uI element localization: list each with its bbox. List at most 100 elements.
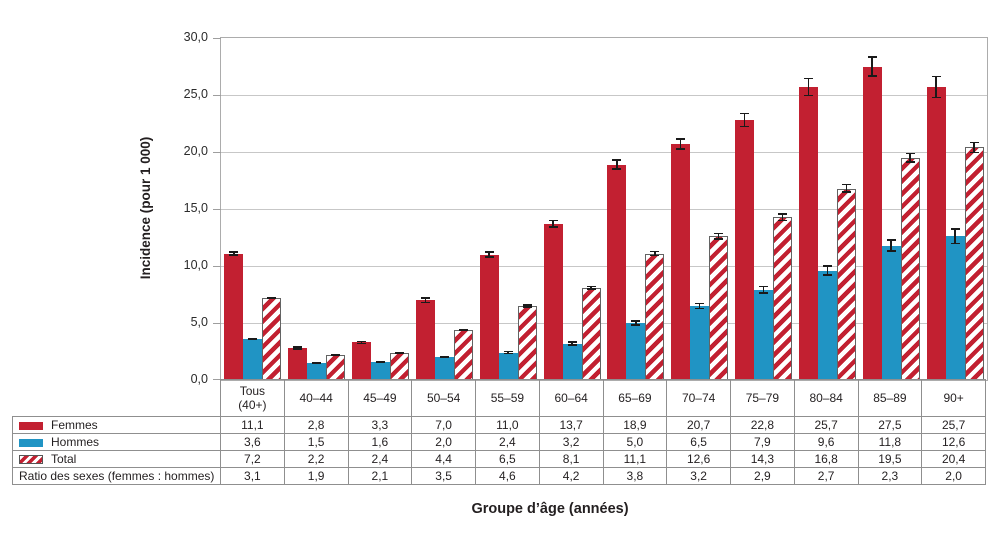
bar-total-3 bbox=[453, 329, 473, 380]
gridline bbox=[221, 152, 987, 153]
table-cell-1-4: 2,4 bbox=[475, 433, 540, 451]
error-bar-hommes-5 bbox=[567, 341, 577, 346]
error-bar-stem bbox=[379, 360, 382, 363]
table-row-hommes: Hommes 3,6 1,5 1,6 2,0 2,4 3,2 5,0 6,5 7,9 9,6 11,8… bbox=[12, 433, 986, 451]
y-tick-label: 25,0 bbox=[183, 87, 208, 101]
error-bar-stem bbox=[871, 56, 873, 77]
table-cell-3-6: 3,8 bbox=[602, 467, 668, 485]
bar-total-9 bbox=[836, 188, 856, 380]
bar-total-8 bbox=[773, 217, 793, 380]
table-row-ratio: Ratio des sexes (femmes : hommes) 3,1 1,9 2… bbox=[12, 467, 986, 485]
bar-femmes-6 bbox=[607, 164, 627, 380]
table-cell-1-7: 6,5 bbox=[666, 433, 731, 451]
table-cell-0-0: 11,1 bbox=[220, 416, 285, 434]
table-cell-1-3: 2,0 bbox=[411, 433, 476, 451]
table-cell-0-8: 22,8 bbox=[730, 416, 795, 434]
age-group-header-85-89: 85–89 bbox=[857, 379, 923, 417]
y-axis-title: Incidence (pour 1 000) bbox=[138, 136, 153, 280]
bar-hommes-5 bbox=[562, 343, 582, 380]
table-cell-1-10: 11,8 bbox=[857, 433, 923, 451]
table-cell-2-1: 2,2 bbox=[283, 450, 349, 468]
row-label-cell: Ratio des sexes (femmes : hommes) bbox=[12, 467, 221, 485]
error-bar-stem bbox=[252, 337, 254, 341]
bar-femmes-7 bbox=[671, 144, 691, 380]
error-bar-stem bbox=[443, 355, 446, 359]
error-bar-stem bbox=[398, 351, 401, 354]
age-group-header-40-44: 40–44 bbox=[283, 379, 349, 417]
table-cell-3-7: 3,2 bbox=[666, 467, 731, 485]
table-cell-3-1: 1,9 bbox=[283, 467, 349, 485]
table-cell-2-11: 20,4 bbox=[921, 450, 986, 468]
error-bar-stem bbox=[526, 304, 528, 308]
bar-total-10 bbox=[900, 157, 920, 380]
table-corner-cell bbox=[13, 380, 221, 417]
table-cell-3-3: 3,5 bbox=[411, 467, 476, 485]
bar-femmes-1 bbox=[288, 348, 308, 380]
table-cell-1-5: 3,2 bbox=[538, 433, 604, 451]
error-bar-total-4 bbox=[522, 304, 532, 309]
row-label: Femmes bbox=[51, 418, 98, 432]
error-bar-stem bbox=[826, 265, 829, 276]
error-bar-stem bbox=[590, 285, 592, 290]
error-bar-femmes-1 bbox=[293, 346, 303, 351]
table-cell-1-0: 3,6 bbox=[220, 433, 285, 451]
bar-group-70-74 bbox=[668, 38, 732, 380]
error-bar-stem bbox=[698, 302, 701, 310]
error-bar-total-9 bbox=[841, 183, 851, 194]
bar-hommes-2 bbox=[371, 361, 391, 380]
bar-total-7 bbox=[709, 236, 729, 380]
error-bar-stem bbox=[360, 340, 363, 345]
error-bar-stem bbox=[315, 361, 318, 365]
table-cell-0-4: 11,0 bbox=[475, 416, 540, 434]
y-tick-mark bbox=[213, 152, 221, 153]
error-bar-stem bbox=[890, 239, 892, 252]
error-bar-total-3 bbox=[458, 328, 468, 332]
error-bar-femmes-11 bbox=[931, 75, 941, 99]
row-label: Total bbox=[51, 452, 77, 466]
bar-group-50-54 bbox=[413, 38, 477, 380]
table-cell-0-3: 7,0 bbox=[411, 416, 476, 434]
age-group-header-65-69: 65–69 bbox=[602, 379, 668, 417]
bar-total-2 bbox=[390, 352, 410, 380]
y-tick-label: 0,0 bbox=[190, 372, 208, 386]
error-bar-total-11 bbox=[969, 141, 979, 154]
bar-femmes-11 bbox=[926, 87, 946, 380]
error-bar-total-1 bbox=[331, 353, 341, 357]
table-cell-2-8: 14,3 bbox=[730, 450, 795, 468]
error-bar-hommes-11 bbox=[950, 228, 960, 245]
bar-total-11 bbox=[964, 147, 984, 380]
table-cell-2-5: 8,1 bbox=[538, 450, 604, 468]
bar-femmes-8 bbox=[735, 120, 755, 380]
error-bar-stem bbox=[935, 75, 937, 99]
row-label-cell: Femmes bbox=[12, 416, 221, 434]
error-bar-hommes-2 bbox=[376, 360, 386, 364]
age-group-header-75-79: 75–79 bbox=[730, 379, 795, 417]
y-tick-label: 30,0 bbox=[183, 30, 208, 44]
y-tick-label: 15,0 bbox=[183, 201, 208, 215]
bar-group-75-79 bbox=[732, 38, 796, 380]
table-row-femmes: Femmes 11,1 2,8 3,3 7,0 11,0 13,7 18,9 20,7 22,8 2… bbox=[12, 416, 986, 434]
bar-group-tous bbox=[221, 38, 285, 380]
table-cell-3-0: 3,1 bbox=[220, 467, 285, 485]
error-bar-total-6 bbox=[650, 250, 660, 257]
error-bar-stem bbox=[679, 138, 682, 150]
x-axis-title: Groupe d’âge (années) bbox=[471, 501, 629, 517]
legend-swatch-hommes bbox=[19, 439, 43, 447]
bar-group-55-59 bbox=[476, 38, 540, 380]
table-cell-3-9: 2,7 bbox=[793, 467, 859, 485]
bar-hommes-6 bbox=[626, 323, 646, 380]
age-group-header-70-74: 70–74 bbox=[666, 379, 731, 417]
plot-area bbox=[213, 37, 988, 381]
table-cell-2-9: 16,8 bbox=[793, 450, 859, 468]
bar-hommes-1 bbox=[307, 362, 327, 380]
bar-hommes-3 bbox=[434, 357, 454, 380]
bar-total-0 bbox=[262, 297, 282, 380]
data-table: Tous (40+) 40–44 45–49 50–54 55–59 60–64 65–69… bbox=[12, 379, 986, 485]
y-tick-label: 20,0 bbox=[183, 144, 208, 158]
error-bar-femmes-6 bbox=[612, 159, 622, 170]
bar-group-60-64 bbox=[540, 38, 604, 380]
bar-total-1 bbox=[326, 354, 346, 380]
bar-group-65-69 bbox=[604, 38, 668, 380]
error-bar-total-10 bbox=[905, 152, 915, 164]
table-cell-2-4: 6,5 bbox=[475, 450, 540, 468]
